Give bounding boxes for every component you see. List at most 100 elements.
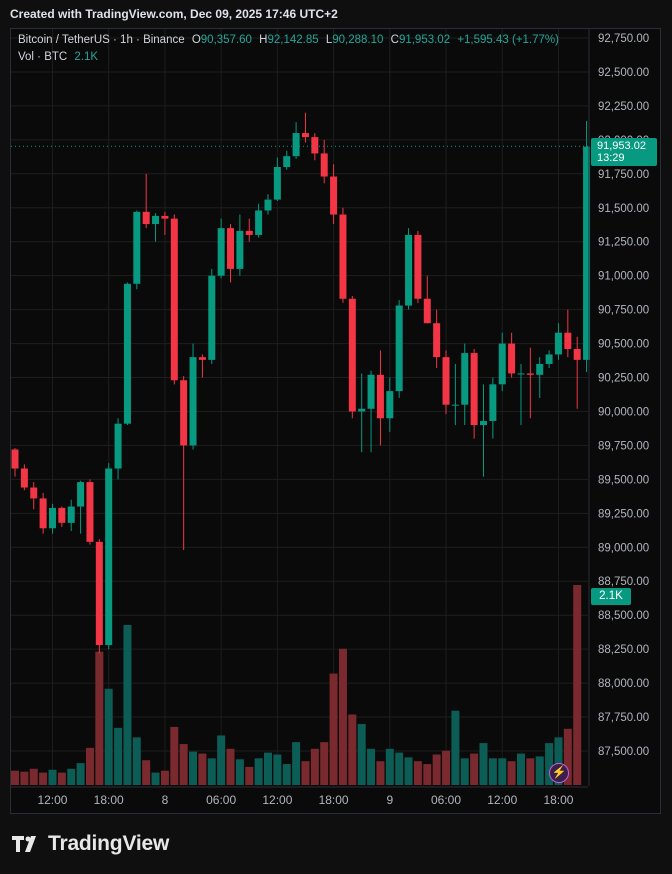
candle-body	[395, 305, 403, 392]
volume-bar	[320, 742, 329, 785]
candle-body	[227, 228, 235, 269]
candle-body	[545, 354, 553, 364]
candle-body	[498, 343, 506, 385]
volume-bar	[273, 754, 282, 785]
volume-bar	[292, 742, 301, 785]
tradingview-logo-icon	[12, 834, 42, 854]
volume-bar	[207, 758, 216, 785]
candle-body	[480, 420, 487, 426]
candle-body	[442, 357, 450, 405]
y-tick-label: 91,000.00	[598, 271, 649, 283]
x-tick-label: 8	[162, 793, 169, 807]
candle-body	[461, 353, 469, 405]
candle-body	[583, 146, 591, 360]
open-key: O	[191, 34, 201, 46]
candle-body	[358, 408, 366, 412]
candle-body	[433, 323, 441, 358]
candle-body	[208, 275, 216, 360]
volume-bar	[301, 761, 310, 785]
volume-bar	[39, 772, 48, 785]
lightning-bolt-icon[interactable]: ⚡	[549, 763, 569, 783]
tradingview-logo[interactable]: TradingView	[12, 832, 169, 856]
symbol-label[interactable]: Bitcoin / TetherUS · 1h · Binance	[18, 34, 185, 46]
volume-bar	[395, 752, 404, 785]
volume-bar	[189, 751, 198, 785]
y-tick-label: 90,500.00	[598, 339, 649, 351]
volume-bar	[367, 748, 376, 785]
bar-countdown: 13:29	[597, 152, 625, 165]
y-tick-label: 90,000.00	[598, 406, 649, 418]
y-tick-label: 87,500.00	[598, 746, 649, 758]
candle-body	[152, 215, 160, 225]
volume-bar	[151, 772, 160, 785]
candle-body	[123, 283, 131, 424]
candle-body	[245, 230, 253, 235]
volume-bar	[179, 744, 188, 785]
x-tick-label: 12:00	[37, 793, 67, 807]
candle-body	[536, 363, 544, 375]
candle-body	[414, 234, 422, 299]
y-tick-label: 92,750.00	[598, 33, 649, 45]
change-value: +1,595.43 (+1.77%)	[457, 34, 559, 46]
candle-body	[376, 374, 384, 419]
x-tick-label: 12:00	[262, 793, 292, 807]
candle-body	[189, 357, 197, 446]
footer	[0, 814, 672, 874]
candle-body	[470, 353, 478, 426]
x-tick-label: 18:00	[94, 793, 124, 807]
volume-legend: Vol · BTC 2.1K	[18, 51, 559, 68]
candle-body	[39, 498, 47, 529]
volume-bar	[20, 771, 29, 785]
volume-bar	[310, 748, 319, 785]
volume-bar	[132, 737, 141, 785]
candle-body	[142, 211, 150, 225]
y-tick-label: 89,750.00	[598, 440, 649, 452]
candle-body	[133, 211, 141, 284]
volume-bar	[245, 766, 254, 785]
volume-bar	[85, 747, 94, 785]
candle-body	[170, 218, 178, 381]
candle-body	[11, 449, 19, 469]
volume-bar	[11, 770, 19, 785]
volume-bar	[48, 769, 57, 785]
candle-body	[451, 404, 459, 406]
candle-body	[526, 373, 534, 375]
volume-label[interactable]: Vol · BTC	[18, 51, 68, 63]
volume-bar	[338, 648, 347, 785]
volume-value: 2.1K	[74, 51, 99, 63]
candle-body	[320, 153, 328, 177]
volume-bar	[348, 714, 357, 785]
x-tick-label: 18:00	[543, 793, 573, 807]
last-price-value: 91,953.02	[597, 140, 646, 153]
volume-bar	[535, 756, 544, 785]
candle-body	[301, 133, 309, 138]
volume-bar	[114, 727, 123, 785]
y-tick-label: 87,750.00	[598, 712, 649, 724]
volume-bar	[432, 754, 441, 785]
volume-bar	[376, 761, 385, 785]
volume-bar	[423, 764, 432, 785]
y-tick-label: 88,000.00	[598, 678, 649, 690]
price-legend: Bitcoin / TetherUS · 1h · Binance O90,35…	[18, 34, 559, 51]
y-tick-label: 91,500.00	[598, 203, 649, 215]
candle-body	[339, 214, 347, 299]
volume-bar	[263, 752, 272, 785]
volume-bar	[451, 710, 460, 785]
volume-bar	[76, 763, 85, 785]
candle-body	[30, 487, 38, 499]
candle-body	[105, 468, 113, 646]
candle-body	[386, 391, 394, 419]
y-tick-label: 88,250.00	[598, 644, 649, 656]
volume-bar	[235, 759, 244, 785]
volume-bar	[67, 768, 76, 785]
candle-body	[405, 234, 413, 306]
y-tick-label: 90,750.00	[598, 305, 649, 317]
volume-bar	[254, 758, 263, 785]
open-value: 90,357.60	[200, 34, 252, 46]
volume-bar	[170, 726, 179, 785]
chart-legend: Bitcoin / TetherUS · 1h · Binance O90,35…	[18, 34, 559, 68]
candle-body	[564, 332, 572, 350]
volume-bar	[545, 743, 554, 785]
volume-bar	[123, 625, 132, 785]
